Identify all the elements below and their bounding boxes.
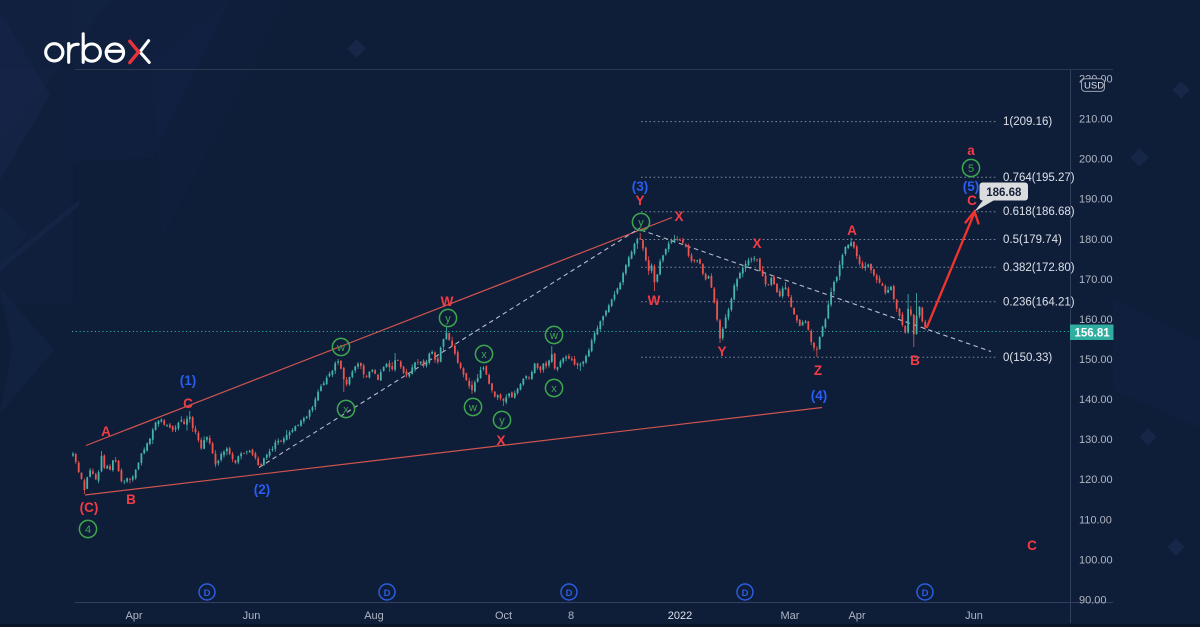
svg-text:USD: USD xyxy=(1084,81,1104,92)
svg-text:w: w xyxy=(468,402,477,414)
svg-text:C: C xyxy=(967,193,977,208)
svg-text:(3): (3) xyxy=(632,179,649,194)
svg-text:D: D xyxy=(742,588,749,599)
svg-text:Apr: Apr xyxy=(848,610,865,622)
svg-text:y: y xyxy=(638,217,644,229)
svg-text:(5): (5) xyxy=(963,179,980,194)
svg-text:y: y xyxy=(499,415,505,427)
svg-text:Mar: Mar xyxy=(781,610,800,622)
svg-text:x: x xyxy=(343,404,349,416)
svg-text:X: X xyxy=(674,209,683,224)
svg-text:Y: Y xyxy=(635,193,644,208)
svg-text:120.00: 120.00 xyxy=(1079,474,1113,486)
svg-text:1(209.16): 1(209.16) xyxy=(1003,116,1052,128)
svg-text:a: a xyxy=(967,143,975,158)
svg-text:Jun: Jun xyxy=(965,610,983,622)
svg-text:X: X xyxy=(752,236,761,251)
svg-text:W: W xyxy=(441,294,454,309)
svg-text:A: A xyxy=(847,223,857,238)
svg-text:186.68: 186.68 xyxy=(986,187,1022,199)
svg-text:8: 8 xyxy=(568,610,574,622)
svg-text:D: D xyxy=(566,588,573,599)
svg-text:x: x xyxy=(551,383,557,395)
svg-text:0.764(195.27): 0.764(195.27) xyxy=(1003,172,1075,184)
svg-text:2022: 2022 xyxy=(668,610,692,622)
svg-text:110.00: 110.00 xyxy=(1079,514,1112,526)
svg-text:C: C xyxy=(183,396,193,411)
svg-text:x: x xyxy=(481,349,487,361)
svg-text:(2): (2) xyxy=(254,482,271,497)
svg-text:(C): (C) xyxy=(80,500,99,515)
svg-text:170.00: 170.00 xyxy=(1079,274,1113,286)
svg-text:90.00: 90.00 xyxy=(1079,594,1107,606)
svg-text:4: 4 xyxy=(85,524,91,536)
svg-text:D: D xyxy=(922,588,929,599)
svg-text:160.00: 160.00 xyxy=(1079,314,1113,326)
svg-text:w: w xyxy=(336,342,345,354)
svg-text:150.00: 150.00 xyxy=(1079,354,1113,366)
svg-text:100.00: 100.00 xyxy=(1079,554,1113,566)
svg-text:B: B xyxy=(126,492,136,507)
svg-text:0.5(179.74): 0.5(179.74) xyxy=(1003,234,1062,246)
svg-text:0.382(172.80): 0.382(172.80) xyxy=(1003,262,1075,274)
svg-text:130.00: 130.00 xyxy=(1079,434,1113,446)
svg-text:Aug: Aug xyxy=(364,610,384,622)
svg-text:190.00: 190.00 xyxy=(1079,194,1113,206)
svg-text:Oct: Oct xyxy=(495,610,512,622)
svg-text:(1): (1) xyxy=(180,373,197,388)
svg-text:W: W xyxy=(648,293,661,308)
svg-text:Z: Z xyxy=(814,363,822,378)
svg-text:Y: Y xyxy=(717,344,726,359)
svg-text:180.00: 180.00 xyxy=(1079,234,1113,246)
svg-text:w: w xyxy=(549,330,558,342)
svg-text:200.00: 200.00 xyxy=(1079,154,1113,166)
svg-text:210.00: 210.00 xyxy=(1079,114,1113,126)
svg-text:156.81: 156.81 xyxy=(1075,328,1111,340)
svg-text:y: y xyxy=(445,313,451,325)
svg-text:0.236(164.21): 0.236(164.21) xyxy=(1003,296,1075,308)
svg-text:D: D xyxy=(384,588,391,599)
svg-text:X: X xyxy=(496,433,505,448)
svg-text:A: A xyxy=(101,424,111,439)
svg-text:0.618(186.68): 0.618(186.68) xyxy=(1003,206,1075,218)
svg-text:5: 5 xyxy=(968,163,974,175)
svg-text:Apr: Apr xyxy=(125,610,142,622)
svg-text:0(150.33): 0(150.33) xyxy=(1003,352,1052,364)
svg-text:Jun: Jun xyxy=(243,610,261,622)
svg-text:140.00: 140.00 xyxy=(1079,394,1113,406)
svg-text:B: B xyxy=(910,353,920,368)
svg-text:C: C xyxy=(1027,538,1037,553)
svg-text:D: D xyxy=(204,588,211,599)
svg-text:(4): (4) xyxy=(811,388,828,403)
